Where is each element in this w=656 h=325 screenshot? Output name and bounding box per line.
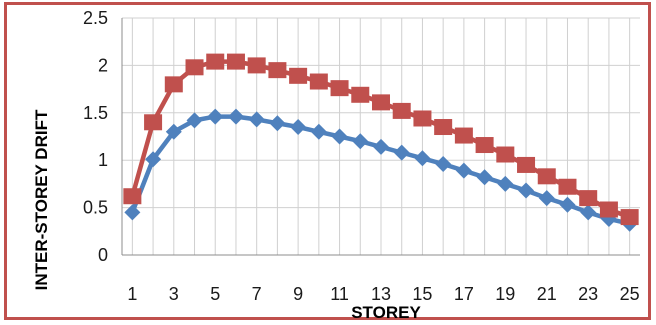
series-1-point bbox=[476, 169, 493, 186]
series-2-point bbox=[496, 146, 515, 163]
series-1-point bbox=[248, 111, 265, 128]
series-2-point bbox=[351, 86, 370, 103]
series-2-point bbox=[434, 119, 453, 136]
series-1-point bbox=[373, 138, 389, 155]
x-tick-label: 3 bbox=[169, 284, 179, 304]
series-2-point bbox=[330, 80, 349, 97]
x-axis-ticks: 1 3 5 7 9 11 13 15 17 19 21 23 25 bbox=[127, 284, 639, 304]
series-1-point bbox=[331, 128, 348, 145]
series-1-point bbox=[290, 119, 307, 136]
series-2-point bbox=[185, 59, 204, 76]
series-1-point bbox=[538, 190, 555, 207]
series-2-point bbox=[226, 53, 245, 70]
series-2-point bbox=[620, 209, 639, 226]
x-tick-label: 9 bbox=[293, 284, 303, 304]
series-1-point bbox=[518, 182, 535, 199]
series-2-point bbox=[289, 67, 308, 84]
series-1-point bbox=[227, 108, 244, 125]
series-1-point bbox=[352, 133, 369, 150]
series-2-point bbox=[517, 156, 536, 173]
series-2-point bbox=[144, 114, 163, 131]
series-1-point bbox=[414, 150, 431, 167]
series-2-point bbox=[599, 201, 618, 218]
series-1-point bbox=[269, 115, 286, 132]
x-tick-label: 1 bbox=[127, 284, 137, 304]
y-tick-label: 0.5 bbox=[83, 198, 108, 218]
y-tick-label: 1.5 bbox=[83, 103, 108, 123]
x-axis-title: STOREY bbox=[351, 303, 421, 322]
series-2-point bbox=[164, 76, 183, 93]
series-2-point bbox=[475, 137, 494, 154]
x-tick-label: 25 bbox=[620, 284, 640, 304]
series-2-point bbox=[392, 102, 411, 119]
series-2-point bbox=[268, 62, 287, 79]
x-tick-label: 5 bbox=[210, 284, 220, 304]
series-2-point bbox=[413, 110, 432, 127]
y-tick-label: 1 bbox=[98, 150, 108, 170]
y-axis-ticks: 0 0.5 1 1.5 2 2.5 bbox=[83, 8, 108, 265]
series-1-point bbox=[310, 123, 327, 140]
x-tick-label: 17 bbox=[454, 284, 474, 304]
x-tick-label: 15 bbox=[412, 284, 432, 304]
series-2-point bbox=[558, 178, 577, 195]
x-tick-label: 21 bbox=[537, 284, 557, 304]
gridlines bbox=[122, 17, 640, 256]
series-1-point bbox=[145, 151, 162, 168]
series-2-point bbox=[454, 127, 473, 144]
series-group bbox=[123, 53, 639, 232]
series-1-point bbox=[435, 155, 452, 172]
series-2-point bbox=[123, 188, 142, 205]
series-2-point bbox=[372, 94, 390, 111]
chart-frame bbox=[4, 2, 651, 320]
series-1-point bbox=[165, 123, 182, 140]
series-1-point bbox=[455, 162, 472, 179]
x-tick-label: 13 bbox=[371, 284, 391, 304]
series-1-point bbox=[124, 204, 141, 221]
series-2-point bbox=[247, 57, 266, 74]
y-tick-label: 0 bbox=[98, 245, 108, 265]
series-1-point bbox=[186, 112, 203, 129]
axes bbox=[121, 18, 640, 256]
y-axis-title: INTER-STOREY DRIFT bbox=[32, 109, 51, 290]
series-1-point bbox=[497, 175, 514, 192]
y-tick-label: 2.5 bbox=[83, 8, 108, 28]
series-1-point bbox=[393, 144, 410, 161]
series-2-point bbox=[206, 53, 225, 70]
x-tick-label: 11 bbox=[330, 284, 349, 304]
x-tick-label: 7 bbox=[252, 284, 262, 304]
series-2-point bbox=[579, 190, 598, 207]
series-1-point bbox=[580, 204, 597, 221]
series-2-point bbox=[537, 168, 556, 185]
y-tick-label: 2 bbox=[98, 55, 108, 75]
series-1-point bbox=[559, 196, 576, 213]
series-1-point bbox=[207, 108, 224, 125]
series-2-point bbox=[309, 73, 328, 90]
x-tick-label: 19 bbox=[495, 284, 515, 304]
x-tick-label: 23 bbox=[578, 284, 598, 304]
